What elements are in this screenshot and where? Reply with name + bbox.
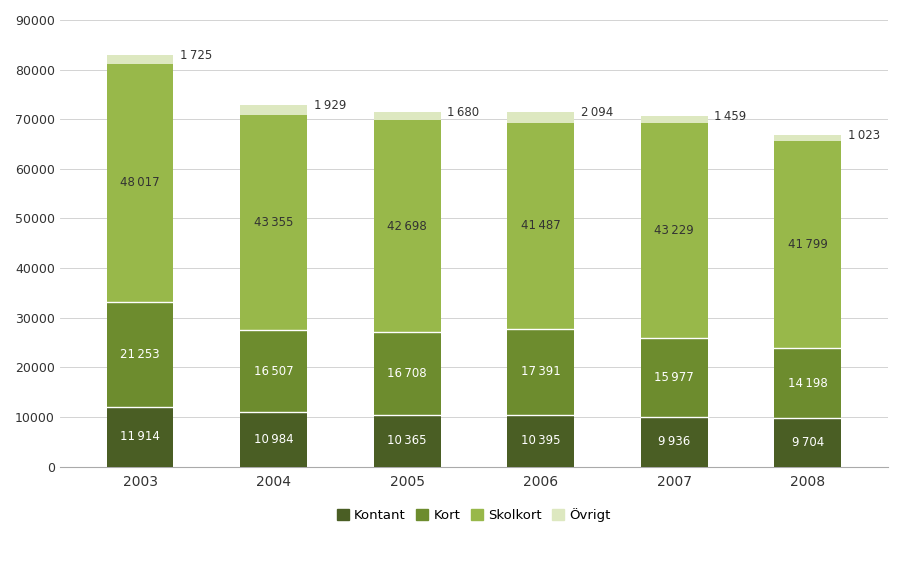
Text: 2 094: 2 094: [580, 106, 612, 119]
Bar: [774, 418, 841, 467]
Text: 1 929: 1 929: [313, 99, 345, 112]
Text: 21 253: 21 253: [120, 348, 160, 361]
Bar: [640, 338, 707, 417]
Text: 41 487: 41 487: [520, 219, 560, 232]
Bar: [507, 415, 574, 467]
Text: 9 704: 9 704: [791, 436, 823, 449]
Bar: [640, 417, 707, 467]
Text: 9 936: 9 936: [658, 435, 690, 448]
Bar: [373, 112, 440, 120]
Text: 10 395: 10 395: [520, 434, 560, 447]
Bar: [774, 348, 841, 418]
Bar: [240, 115, 307, 330]
Text: 1 459: 1 459: [713, 110, 746, 123]
Bar: [106, 55, 173, 64]
Text: 10 365: 10 365: [387, 434, 427, 448]
Bar: [240, 105, 307, 115]
Bar: [640, 123, 707, 338]
Text: 15 977: 15 977: [654, 371, 694, 384]
Text: 16 507: 16 507: [253, 365, 293, 377]
Bar: [507, 123, 574, 329]
Bar: [106, 64, 173, 302]
Bar: [240, 330, 307, 412]
Text: 1 725: 1 725: [179, 49, 212, 62]
Bar: [373, 415, 440, 467]
Text: 48 017: 48 017: [120, 176, 160, 190]
Bar: [774, 141, 841, 348]
Text: 43 355: 43 355: [253, 216, 293, 229]
Bar: [507, 112, 574, 123]
Bar: [106, 407, 173, 467]
Bar: [106, 302, 173, 407]
Bar: [240, 412, 307, 467]
Text: 42 698: 42 698: [387, 220, 427, 233]
Bar: [774, 135, 841, 141]
Text: 41 799: 41 799: [787, 238, 827, 251]
Text: 16 708: 16 708: [387, 367, 427, 380]
Text: 1 680: 1 680: [446, 105, 479, 119]
Text: 1 023: 1 023: [847, 129, 879, 142]
Text: 43 229: 43 229: [654, 224, 694, 237]
Legend: Kontant, Kort, Skolkort, Övrigt: Kontant, Kort, Skolkort, Övrigt: [331, 502, 615, 527]
Text: 10 984: 10 984: [253, 433, 293, 446]
Bar: [373, 120, 440, 332]
Bar: [640, 116, 707, 123]
Text: 11 914: 11 914: [120, 430, 160, 444]
Bar: [507, 329, 574, 415]
Text: 14 198: 14 198: [787, 377, 827, 389]
Bar: [373, 332, 440, 415]
Text: 17 391: 17 391: [520, 365, 560, 378]
